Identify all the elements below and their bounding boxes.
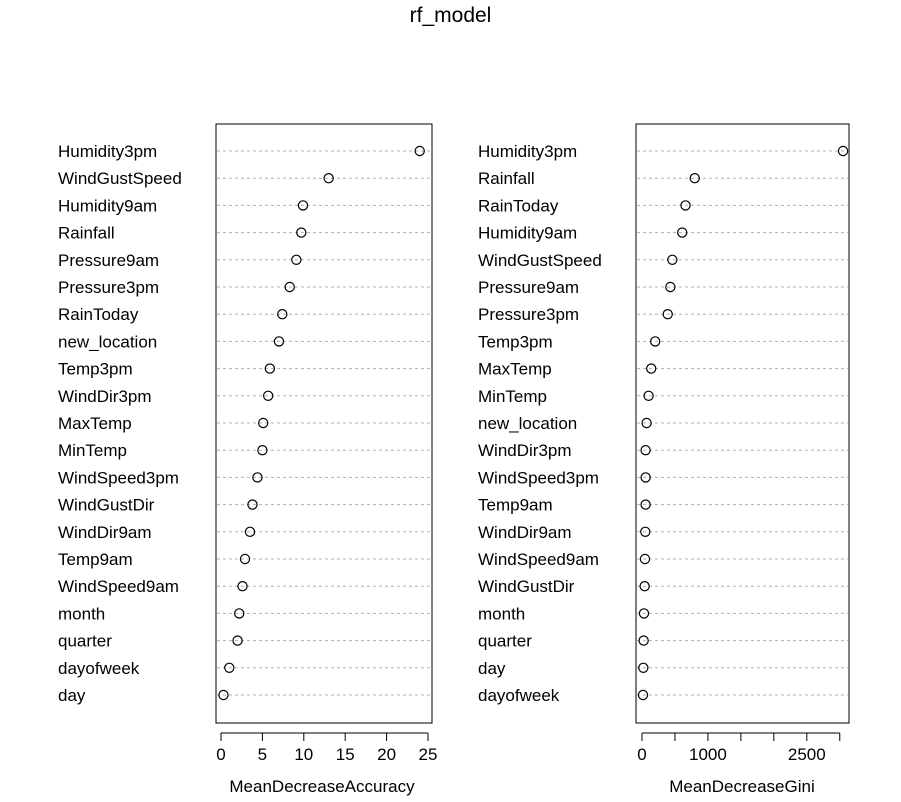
data-point (297, 200, 309, 211)
data-point (640, 499, 651, 510)
data-point (264, 363, 276, 374)
category-label: RainToday (478, 196, 559, 215)
category-label: Temp9am (478, 496, 553, 515)
category-label: WindSpeed9am (58, 577, 179, 596)
data-point (252, 472, 263, 483)
data-point (224, 662, 235, 674)
category-label: WindGustDir (478, 577, 575, 596)
category-label: WindGustDir (58, 496, 155, 515)
category-label: MaxTemp (478, 360, 552, 379)
data-point (667, 254, 678, 265)
data-point (247, 499, 258, 510)
x-tick-label: 25 (419, 745, 438, 764)
data-point (637, 689, 649, 701)
x-tick-label: 2500 (788, 745, 826, 764)
category-label: Pressure9am (58, 251, 159, 270)
category-label: Rainfall (478, 169, 535, 188)
category-label: quarter (478, 632, 532, 651)
category-label: RainToday (58, 305, 139, 324)
category-label: WindSpeed3pm (58, 468, 179, 487)
x-tick-label: 0 (216, 745, 225, 764)
x-tick-label: 0 (637, 745, 646, 764)
data-point (296, 227, 307, 238)
category-label: new_location (58, 332, 157, 351)
data-point (414, 145, 425, 157)
data-point (640, 445, 651, 456)
data-point (639, 581, 650, 592)
category-label: WindSpeed3pm (478, 468, 599, 487)
category-label: quarter (58, 632, 112, 651)
data-point (665, 281, 676, 293)
category-label: Rainfall (58, 224, 115, 243)
category-label: Temp9am (58, 550, 133, 569)
data-point (646, 363, 657, 374)
data-point (837, 145, 849, 157)
category-label: Pressure3pm (58, 278, 159, 297)
data-point (638, 662, 649, 674)
x-axis-label: MeanDecreaseAccuracy (229, 777, 415, 796)
data-point (262, 390, 274, 401)
category-label: MinTemp (58, 441, 127, 460)
data-point (638, 608, 650, 619)
x-tick-label: 20 (377, 745, 396, 764)
data-point (291, 254, 302, 265)
data-point (323, 172, 334, 184)
data-point (640, 526, 651, 538)
data-point (649, 336, 661, 347)
category-label: WindDir9am (478, 523, 572, 542)
data-point (218, 689, 229, 701)
data-point (640, 472, 651, 483)
data-point (677, 227, 688, 238)
x-tick-label: 15 (336, 745, 355, 764)
category-label: dayofweek (58, 659, 140, 678)
category-label: Humidity3pm (478, 142, 577, 161)
data-point (643, 390, 654, 401)
category-label: WindGustSpeed (478, 251, 602, 270)
data-point (258, 417, 269, 429)
category-label: MinTemp (478, 387, 547, 406)
x-tick-label: 1000 (689, 745, 727, 764)
chart-title: rf_model (409, 4, 492, 27)
category-label: month (58, 604, 105, 623)
category-label: Humidity3pm (58, 142, 157, 161)
category-label: Humidity9am (58, 196, 157, 215)
category-label: month (478, 604, 525, 623)
plot-frame (215, 123, 433, 724)
data-point (284, 281, 295, 293)
data-point (234, 608, 245, 619)
category-label: WindGustSpeed (58, 169, 182, 188)
x-tick-label: 5 (258, 745, 267, 764)
data-point (237, 581, 248, 592)
x-axis-label: MeanDecreaseGini (669, 777, 815, 796)
data-point (641, 417, 652, 429)
category-label: dayofweek (478, 686, 560, 705)
data-point (239, 553, 251, 565)
category-label: WindDir3pm (478, 441, 572, 460)
category-label: WindDir9am (58, 523, 152, 542)
data-point (244, 526, 256, 538)
data-point (273, 336, 285, 347)
data-point (638, 635, 649, 646)
data-point (662, 309, 673, 320)
category-label: WindDir3pm (58, 387, 152, 406)
category-label: Pressure3pm (478, 305, 579, 324)
data-point (680, 200, 691, 211)
data-point (232, 635, 243, 646)
category-label: new_location (478, 414, 577, 433)
category-label: Humidity9am (478, 224, 577, 243)
data-point (277, 309, 288, 320)
data-point (639, 553, 651, 565)
category-label: day (58, 686, 86, 705)
category-label: Temp3pm (478, 332, 553, 351)
data-point (689, 172, 700, 184)
category-label: MaxTemp (58, 414, 132, 433)
data-point (257, 445, 268, 456)
category-label: WindSpeed9am (478, 550, 599, 569)
category-label: Temp3pm (58, 360, 133, 379)
x-tick-label: 10 (294, 745, 313, 764)
category-label: Pressure9am (478, 278, 579, 297)
category-label: day (478, 659, 506, 678)
plot-frame (635, 123, 850, 724)
